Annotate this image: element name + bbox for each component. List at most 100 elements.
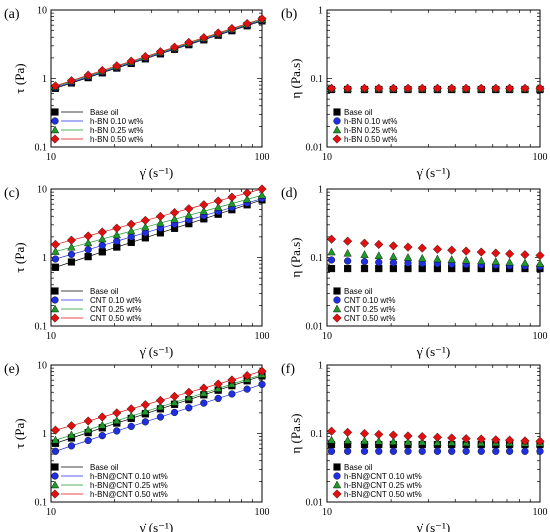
data-point bbox=[326, 234, 337, 244]
y-axis-label: τ (Pa) bbox=[12, 418, 27, 448]
data-point bbox=[200, 399, 208, 407]
data-point bbox=[491, 435, 501, 445]
data-point bbox=[327, 247, 336, 256]
data-point bbox=[461, 246, 471, 256]
data-point bbox=[83, 70, 93, 80]
y-axis-label: η (Pa.s) bbox=[288, 237, 303, 277]
data-point bbox=[66, 421, 77, 431]
data-point bbox=[50, 239, 61, 250]
data-point bbox=[389, 259, 398, 267]
data-point bbox=[127, 422, 135, 430]
series-cnt-0-25-wt- bbox=[327, 247, 545, 267]
data-point bbox=[185, 404, 193, 412]
x-axis-label: γ̇ (s⁻¹) bbox=[416, 344, 450, 359]
data-point bbox=[126, 56, 136, 66]
data-point bbox=[476, 247, 486, 257]
y-tick-label: 0.01 bbox=[306, 498, 324, 509]
legend-label: h-BN 0.10 wt% bbox=[90, 117, 143, 126]
data-point bbox=[169, 207, 180, 218]
data-point bbox=[258, 380, 266, 388]
y-tick-label: 10 bbox=[37, 185, 47, 196]
data-point bbox=[98, 248, 106, 256]
y-tick-label: 1 bbox=[318, 6, 323, 17]
data-point bbox=[461, 255, 471, 264]
y-tick-label: 0.1 bbox=[311, 253, 324, 264]
legend-marker bbox=[333, 117, 341, 125]
data-point bbox=[213, 379, 223, 389]
legend-marker bbox=[51, 296, 59, 304]
panel-tag: (e) bbox=[4, 362, 20, 377]
data-point bbox=[67, 442, 76, 450]
panel-f: (f) 10 100 0.01 0.1 1 γ̇ (s⁻¹) η (Pa.s) Base oil… bbox=[281, 361, 548, 532]
data-point bbox=[327, 256, 336, 264]
legend-label: Base oil bbox=[344, 287, 373, 296]
panel-tag: (f) bbox=[281, 362, 295, 377]
data-point bbox=[112, 61, 122, 71]
data-point bbox=[199, 206, 208, 215]
data-point bbox=[84, 238, 93, 247]
data-point bbox=[404, 447, 412, 455]
data-point bbox=[126, 404, 136, 414]
legend-label: h-BN@CNT 0.25 wt% bbox=[344, 481, 422, 490]
data-point bbox=[520, 436, 530, 446]
x-tick-label: 100 bbox=[533, 331, 548, 342]
data-point bbox=[214, 202, 223, 211]
legend-marker bbox=[51, 108, 59, 116]
data-point bbox=[403, 242, 413, 252]
data-point bbox=[359, 83, 370, 93]
data-point bbox=[344, 447, 352, 455]
x-axis-label: γ̇ (s⁻¹) bbox=[416, 520, 450, 532]
data-point bbox=[243, 385, 251, 393]
legend-marker bbox=[333, 472, 341, 480]
legend-label: CNT 0.10 wt% bbox=[344, 296, 395, 305]
legend-marker bbox=[332, 304, 342, 313]
data-point bbox=[84, 246, 92, 254]
data-point bbox=[98, 420, 107, 429]
legend-marker bbox=[333, 287, 341, 295]
data-point bbox=[418, 253, 427, 262]
data-point bbox=[433, 438, 442, 446]
data-point bbox=[491, 257, 500, 265]
panel-b: (b) 10 100 0.01 0.1 1 γ̇ (s⁻¹) η (Pa.s) Base oil… bbox=[281, 6, 548, 181]
data-point bbox=[375, 264, 383, 273]
data-point bbox=[343, 248, 352, 257]
data-point bbox=[50, 425, 61, 435]
data-point bbox=[140, 51, 150, 62]
data-point bbox=[112, 416, 121, 424]
data-point bbox=[535, 436, 545, 446]
legend-label: Base oil bbox=[344, 108, 373, 117]
data-point bbox=[112, 230, 121, 239]
data-point bbox=[84, 425, 93, 434]
data-point bbox=[535, 250, 545, 261]
series-cnt-0-10-wt- bbox=[51, 194, 266, 263]
legend-marker bbox=[332, 125, 342, 134]
data-point bbox=[388, 430, 398, 440]
panel-d: (d) 10 100 0.01 0.1 1 γ̇ (s⁻¹) η (Pa.s) Base oil… bbox=[281, 185, 548, 360]
data-point bbox=[375, 447, 383, 455]
data-point bbox=[360, 436, 369, 445]
data-point bbox=[447, 255, 456, 263]
y-tick-label: 0.1 bbox=[35, 322, 48, 333]
data-point bbox=[389, 447, 398, 455]
data-point bbox=[344, 257, 352, 265]
data-point bbox=[51, 255, 60, 263]
data-point bbox=[432, 83, 443, 93]
data-point bbox=[169, 42, 180, 52]
x-axis-label: γ̇ (s⁻¹) bbox=[139, 165, 173, 180]
data-point bbox=[257, 366, 267, 376]
data-point bbox=[477, 447, 485, 455]
series-h-bn-0-50-wt- bbox=[50, 14, 267, 91]
legend-label: h-BN@CNT 0.10 wt% bbox=[344, 472, 422, 481]
data-point bbox=[155, 211, 165, 221]
series-cnt-0-25-wt- bbox=[51, 190, 267, 255]
x-tick-label: 10 bbox=[322, 331, 332, 342]
data-point bbox=[343, 436, 352, 444]
data-point bbox=[326, 426, 337, 436]
data-point bbox=[155, 395, 165, 406]
data-point bbox=[199, 33, 209, 43]
data-point bbox=[403, 83, 413, 93]
y-tick-label: 1 bbox=[42, 253, 47, 264]
